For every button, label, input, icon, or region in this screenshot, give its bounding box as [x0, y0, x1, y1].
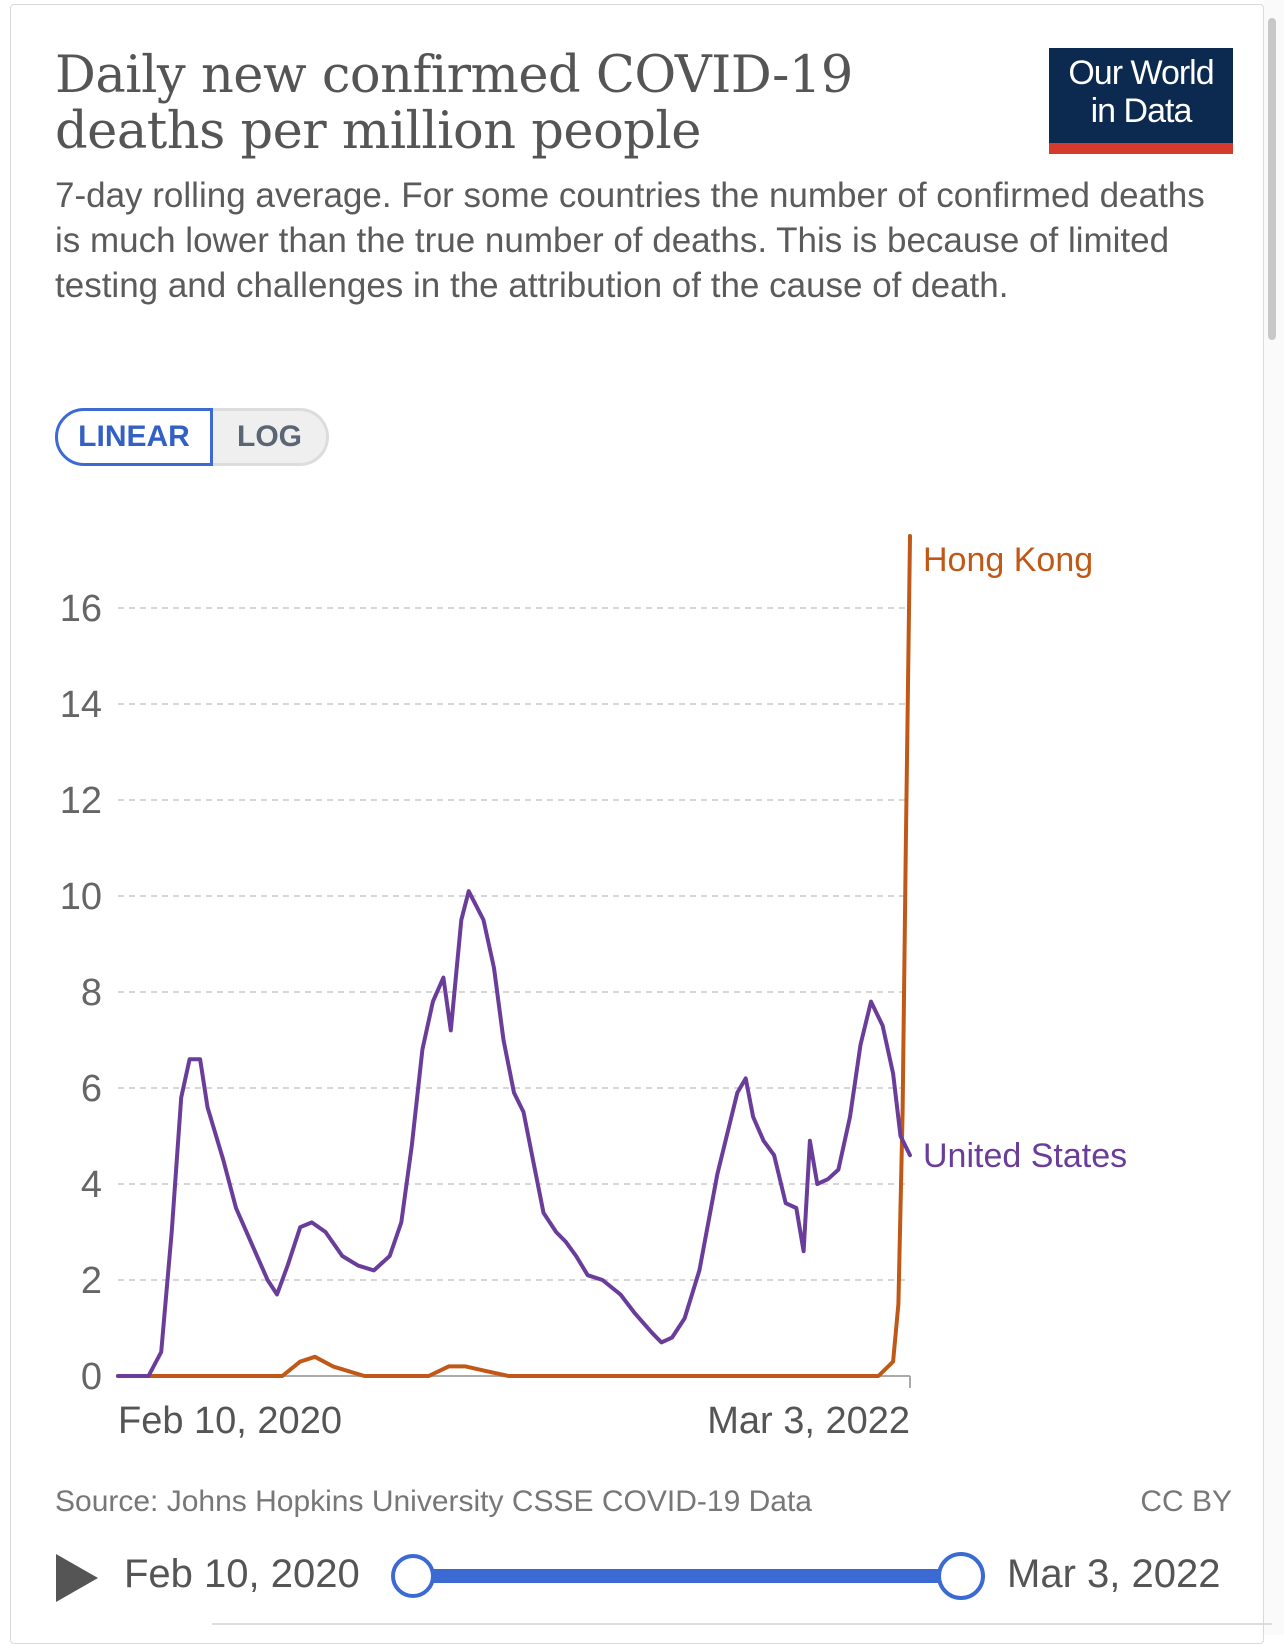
scrollbar-track[interactable]	[1264, 0, 1284, 1635]
y-axis-ticks: 0 2 4 6 8 10 12 14 16	[60, 588, 102, 1398]
logo-accent-bar	[1049, 143, 1233, 154]
log-scale-button[interactable]: LOG	[213, 408, 329, 466]
x-tick-label-start: Feb 10, 2020	[118, 1400, 342, 1442]
logo-line-2: in Data	[1090, 92, 1193, 130]
chart-title: Daily new confirmed COVID-19 deaths per …	[55, 46, 853, 161]
chart-subtitle: 7-day rolling average. For some countrie…	[55, 176, 1205, 305]
play-icon[interactable]	[56, 1554, 98, 1602]
series-label-united-states[interactable]: United States	[923, 1137, 1127, 1175]
y-tick-label: 4	[81, 1164, 102, 1206]
y-tick-label: 14	[60, 684, 102, 726]
y-tick-label: 16	[60, 588, 102, 630]
scrollbar-thumb[interactable]	[1268, 18, 1276, 340]
x-tick-label-end: Mar 3, 2022	[707, 1400, 910, 1442]
y-tick-label: 8	[81, 972, 102, 1014]
line-chart: 0 2 4 6 8 10 12 14 16 Feb 10, 2020 Mar 3, 2022 H…	[60, 534, 1127, 1442]
timeline-start-handle[interactable]	[391, 1554, 435, 1598]
series-line-hong-kong[interactable]	[116, 534, 912, 1378]
tab-row-edge	[212, 1623, 1272, 1639]
license-label[interactable]: CC BY	[1140, 1485, 1232, 1518]
y-tick-label: 12	[60, 780, 102, 822]
source-note[interactable]: Source: Johns Hopkins University CSSE CO…	[55, 1485, 812, 1518]
timeline-start-date: Feb 10, 2020	[124, 1552, 360, 1596]
y-tick-label: 2	[81, 1260, 102, 1302]
series-line-united-states[interactable]	[116, 889, 912, 1378]
owid-logo[interactable]: Our World in Data	[1049, 48, 1233, 154]
series-label-hong-kong[interactable]: Hong Kong	[923, 541, 1093, 579]
y-tick-label: 0	[81, 1356, 102, 1398]
logo-text: Our World in Data	[1049, 54, 1233, 130]
logo-line-1: Our World	[1068, 54, 1214, 92]
y-tick-label: 6	[81, 1068, 102, 1110]
chart-card	[10, 4, 1264, 1644]
timeline-end-date: Mar 3, 2022	[1007, 1552, 1221, 1596]
y-tick-label: 10	[60, 876, 102, 918]
series-layer	[116, 534, 912, 1378]
timeline-range-track[interactable]	[410, 1569, 958, 1583]
timeline-end-handle[interactable]	[937, 1552, 985, 1600]
linear-scale-button[interactable]: LINEAR	[55, 408, 213, 466]
gridlines	[118, 607, 910, 1281]
scale-toggle: LINEAR LOG	[55, 408, 329, 466]
